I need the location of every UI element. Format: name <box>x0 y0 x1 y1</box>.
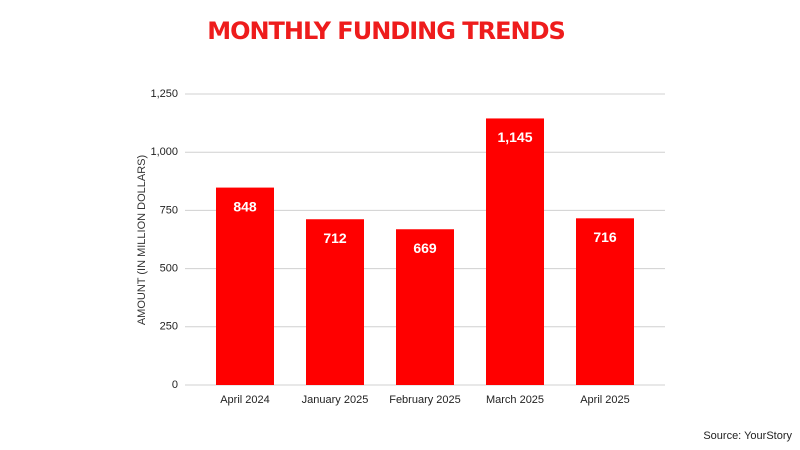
bar <box>576 218 634 385</box>
value-label: 669 <box>413 240 437 256</box>
bar <box>306 219 364 385</box>
bar <box>216 187 274 385</box>
x-tick-label: April 2024 <box>220 394 270 406</box>
value-label: 1,145 <box>497 129 532 145</box>
x-tick-label: January 2025 <box>302 394 369 406</box>
x-tick-label: March 2025 <box>486 394 544 406</box>
chart-title: MONTHLY FUNDING TRENDS <box>207 17 565 45</box>
y-axis-title: AMOUNT (IN MILLION DOLLARS) <box>136 155 148 325</box>
bar <box>396 229 454 385</box>
bar <box>486 118 544 385</box>
value-label: 848 <box>233 198 257 214</box>
y-tick-label: 1,250 <box>150 88 178 100</box>
value-label: 712 <box>323 230 347 246</box>
value-label: 716 <box>593 229 617 245</box>
x-tick-label: February 2025 <box>389 394 461 406</box>
y-tick-label: 0 <box>172 379 178 391</box>
x-tick-label: April 2025 <box>580 394 630 406</box>
y-tick-label: 1,000 <box>150 146 178 158</box>
source: Source: YourStory <box>703 430 792 442</box>
y-tick-label: 750 <box>160 204 178 216</box>
y-tick-label: 250 <box>160 321 178 333</box>
y-tick-label: 500 <box>160 263 178 275</box>
